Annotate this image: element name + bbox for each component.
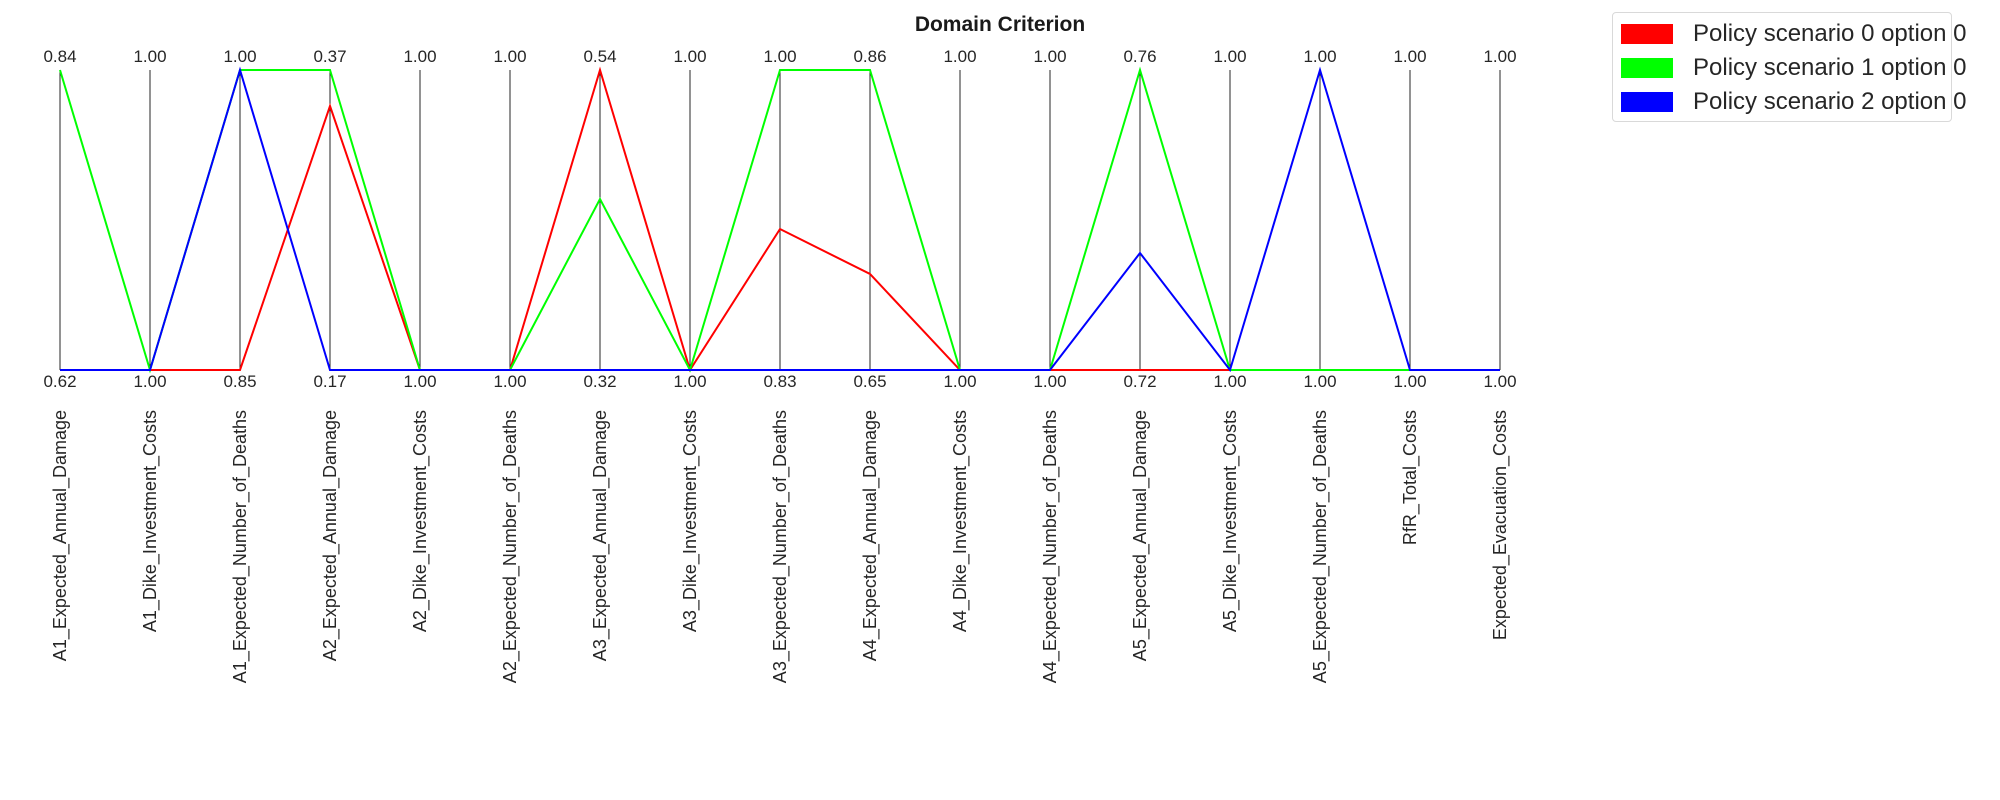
legend-label-1: Policy scenario 1 option 0 xyxy=(1693,54,1967,81)
axis-name-10: A4_Dike_Investment_Costs xyxy=(950,410,971,632)
axis-bottom-label-1: 1.00 xyxy=(133,372,166,391)
axis-top-label-0: 0.84 xyxy=(43,47,76,66)
axis-top-label-10: 1.00 xyxy=(943,47,976,66)
axis-bottom-label-13: 1.00 xyxy=(1213,372,1246,391)
legend-item-1: Policy scenario 1 option 0 xyxy=(1621,53,1967,83)
axes-layer: 0.84 0.62 A1_Expected_Annual_Damage 1.00 1.0… xyxy=(43,47,1516,683)
axis-top-label-2: 1.00 xyxy=(223,47,256,66)
axis-name-0: A1_Expected_Annual_Damage xyxy=(50,410,71,661)
axis-top-label-3: 0.37 xyxy=(313,47,346,66)
series-line-1 xyxy=(59,66,1500,374)
axis-name-5: A2_Expected_Number_of_Deaths xyxy=(500,410,521,683)
axis-top-label-9: 0.86 xyxy=(853,47,886,66)
axis-name-4: A2_Dike_Investment_Costs xyxy=(410,410,431,632)
legend-swatch-1 xyxy=(1621,58,1673,78)
axis-name-8: A3_Expected_Number_of_Deaths xyxy=(770,410,791,683)
axis-name-6: A3_Expected_Annual_Damage xyxy=(590,410,611,661)
legend-item-0: Policy scenario 0 option 0 xyxy=(1621,19,1967,49)
series-line-2 xyxy=(60,66,1500,373)
axis-bottom-label-15: 1.00 xyxy=(1393,372,1426,391)
axis-top-label-4: 1.00 xyxy=(403,47,436,66)
axis-top-label-11: 1.00 xyxy=(1033,47,1066,66)
legend: Policy scenario 0 option 0 Policy scenari… xyxy=(1612,12,1967,122)
axis-bottom-label-8: 0.83 xyxy=(763,372,796,391)
axis-top-label-15: 1.00 xyxy=(1393,47,1426,66)
axis-top-label-6: 0.54 xyxy=(583,47,616,66)
chart-title: Domain Criterion xyxy=(915,13,1085,36)
axis-bottom-label-5: 1.00 xyxy=(493,372,526,391)
axis-bottom-label-2: 0.85 xyxy=(223,372,256,391)
legend-label-0: Policy scenario 0 option 0 xyxy=(1693,20,1967,47)
axis-bottom-label-4: 1.00 xyxy=(403,372,436,391)
legend-swatch-0 xyxy=(1621,24,1673,44)
legend-item-2: Policy scenario 2 option 0 xyxy=(1621,87,1967,117)
axis-name-15: RfR_Total_Costs xyxy=(1400,410,1421,545)
axis-bottom-label-10: 1.00 xyxy=(943,372,976,391)
axis-top-label-5: 1.00 xyxy=(493,47,526,66)
axis-name-12: A5_Expected_Annual_Damage xyxy=(1130,410,1151,661)
axis-bottom-label-3: 0.17 xyxy=(313,372,346,391)
axis-name-14: A5_Expected_Number_of_Deaths xyxy=(1310,410,1331,683)
axis-name-9: A4_Expected_Annual_Damage xyxy=(860,410,881,661)
axis-top-label-8: 1.00 xyxy=(763,47,796,66)
axis-name-3: A2_Expected_Annual_Damage xyxy=(320,410,341,661)
axis-bottom-label-16: 1.00 xyxy=(1483,372,1516,391)
axis-name-13: A5_Dike_Investment_Costs xyxy=(1220,410,1241,632)
legend-label-2: Policy scenario 2 option 0 xyxy=(1693,88,1967,115)
axis-bottom-label-12: 0.72 xyxy=(1123,372,1156,391)
axis-bottom-label-11: 1.00 xyxy=(1033,372,1066,391)
axis-top-label-13: 1.00 xyxy=(1213,47,1246,66)
series-layer xyxy=(59,66,1500,374)
axis-name-7: A3_Dike_Investment_Costs xyxy=(680,410,701,632)
axis-bottom-label-9: 0.65 xyxy=(853,372,886,391)
legend-swatch-2 xyxy=(1621,92,1673,112)
axis-top-label-12: 0.76 xyxy=(1123,47,1156,66)
axis-top-label-16: 1.00 xyxy=(1483,47,1516,66)
axis-top-label-14: 1.00 xyxy=(1303,47,1336,66)
axis-bottom-label-0: 0.62 xyxy=(43,372,76,391)
axis-top-label-7: 1.00 xyxy=(673,47,706,66)
axis-top-label-1: 1.00 xyxy=(133,47,166,66)
axis-bottom-label-7: 1.00 xyxy=(673,372,706,391)
axis-bottom-label-14: 1.00 xyxy=(1303,372,1336,391)
axis-name-11: A4_Expected_Number_of_Deaths xyxy=(1040,410,1061,683)
axis-bottom-label-6: 0.32 xyxy=(583,372,616,391)
axis-name-16: Expected_Evacuation_Costs xyxy=(1490,410,1511,640)
axis-name-1: A1_Dike_Investment_Costs xyxy=(140,410,161,632)
axis-name-2: A1_Expected_Number_of_Deaths xyxy=(230,410,251,683)
